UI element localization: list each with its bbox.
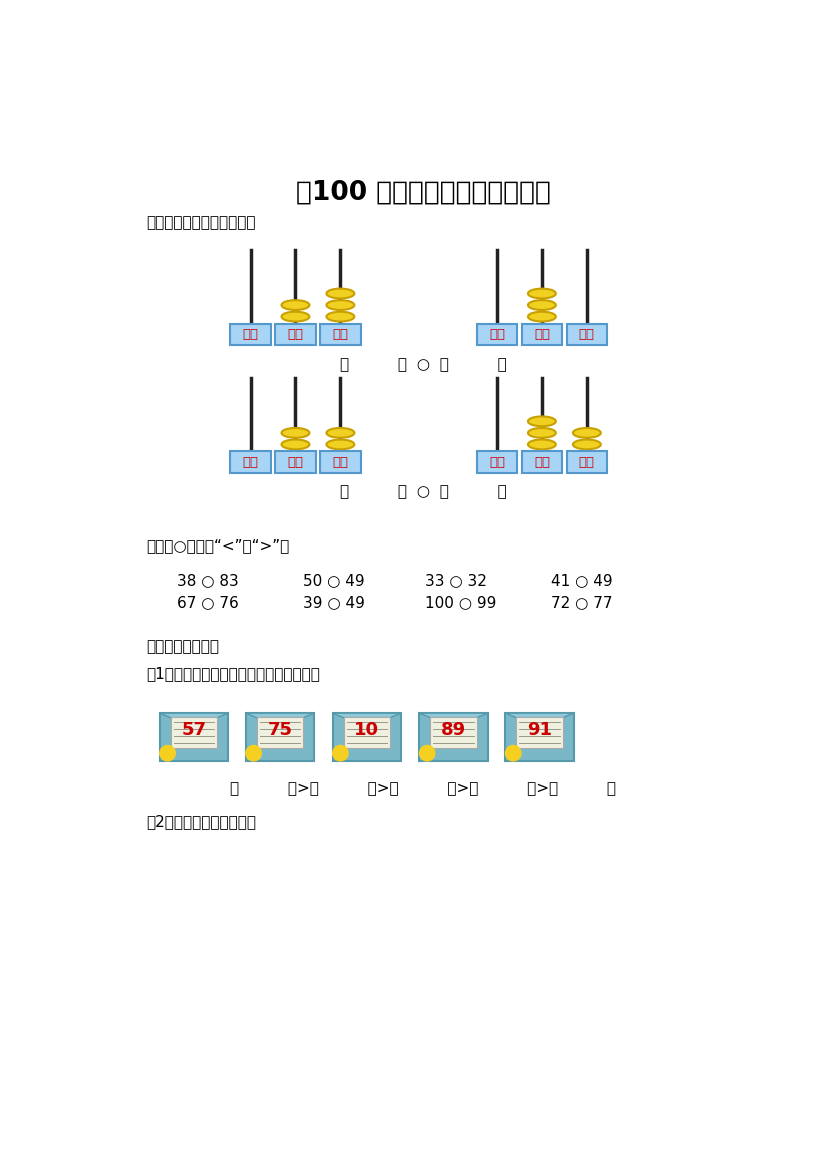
Text: 38 ○ 83: 38 ○ 83 <box>177 573 239 588</box>
Bar <box>171 717 217 747</box>
Ellipse shape <box>326 289 354 298</box>
Text: 41 ○ 49: 41 ○ 49 <box>551 573 613 588</box>
Ellipse shape <box>528 428 556 437</box>
Text: 72 ○ 77: 72 ○ 77 <box>551 595 613 610</box>
Bar <box>230 451 271 473</box>
Text: 三、按要求排队。: 三、按要求排队。 <box>146 639 219 655</box>
Text: （2）比比谁虫子吃的多。: （2）比比谁虫子吃的多。 <box>146 815 256 829</box>
Bar <box>159 713 228 761</box>
Ellipse shape <box>326 312 354 321</box>
Bar <box>230 324 271 345</box>
Bar <box>420 713 487 761</box>
Polygon shape <box>159 713 228 727</box>
Bar <box>275 451 316 473</box>
Circle shape <box>159 746 175 761</box>
Text: 个位: 个位 <box>332 327 349 341</box>
Bar <box>320 324 361 345</box>
Bar <box>333 713 401 761</box>
Text: 个位: 个位 <box>332 456 349 469</box>
Bar <box>246 713 314 761</box>
Bar <box>506 713 574 761</box>
Text: （1）把信件按从多到少的顺序排列起来。: （1）把信件按从多到少的顺序排列起来。 <box>146 666 320 682</box>
Polygon shape <box>246 713 314 727</box>
Ellipse shape <box>282 300 310 310</box>
Ellipse shape <box>282 312 310 321</box>
Text: 二、在○里填上“<”或“>”。: 二、在○里填上“<”或“>”。 <box>146 539 289 554</box>
Circle shape <box>333 746 348 761</box>
Text: 57: 57 <box>182 721 206 740</box>
Polygon shape <box>333 713 401 727</box>
Text: 个位: 个位 <box>579 327 595 341</box>
Text: 100 ○ 99: 100 ○ 99 <box>425 595 496 610</box>
Text: 33 ○ 32: 33 ○ 32 <box>425 573 487 588</box>
Ellipse shape <box>528 289 556 298</box>
Text: （          ）>（          ）>（          ）>（          ）>（          ）: （ ）>（ ）>（ ）>（ ）>（ ） <box>230 781 616 796</box>
Bar <box>522 324 562 345</box>
Ellipse shape <box>282 440 310 449</box>
Text: （          ）  ○  （          ）: （ ） ○ （ ） <box>340 357 506 372</box>
Text: 89: 89 <box>441 721 466 740</box>
Bar <box>477 324 517 345</box>
Ellipse shape <box>326 300 354 310</box>
Text: 一、先填数，再比较大小。: 一、先填数，再比较大小。 <box>146 215 255 230</box>
Text: 10: 10 <box>354 721 379 740</box>
Polygon shape <box>420 713 487 727</box>
Polygon shape <box>506 713 574 727</box>
Text: 百位: 百位 <box>489 327 505 341</box>
Text: 75: 75 <box>268 721 292 740</box>
Ellipse shape <box>528 440 556 449</box>
Text: 50 ○ 49: 50 ○ 49 <box>303 573 365 588</box>
Ellipse shape <box>528 312 556 321</box>
Text: 十位: 十位 <box>534 327 550 341</box>
Bar <box>257 717 303 747</box>
Bar <box>344 717 390 747</box>
Ellipse shape <box>573 428 601 437</box>
Ellipse shape <box>326 428 354 437</box>
Ellipse shape <box>282 428 310 437</box>
Text: 67 ○ 76: 67 ○ 76 <box>177 595 239 610</box>
Circle shape <box>246 746 261 761</box>
Text: （          ）  ○  （          ）: （ ） ○ （ ） <box>340 484 506 499</box>
Text: 十位: 十位 <box>287 456 303 469</box>
Ellipse shape <box>573 440 601 449</box>
Text: 百位: 百位 <box>243 456 259 469</box>
Bar <box>320 451 361 473</box>
Bar <box>477 451 517 473</box>
Bar <box>430 717 477 747</box>
Text: 91: 91 <box>527 721 552 740</box>
Bar <box>567 451 607 473</box>
Bar <box>516 717 563 747</box>
Bar <box>567 324 607 345</box>
Bar <box>522 451 562 473</box>
Text: 百位: 百位 <box>489 456 505 469</box>
Text: 十位: 十位 <box>287 327 303 341</box>
Ellipse shape <box>326 440 354 449</box>
Text: 个位: 个位 <box>579 456 595 469</box>
Bar <box>275 324 316 345</box>
Text: 百位: 百位 <box>243 327 259 341</box>
Ellipse shape <box>528 300 556 310</box>
Ellipse shape <box>528 416 556 427</box>
Text: 39 ○ 49: 39 ○ 49 <box>303 595 365 610</box>
Text: 《100 以内数的认识》同步测试: 《100 以内数的认识》同步测试 <box>296 180 551 206</box>
Text: 十位: 十位 <box>534 456 550 469</box>
Circle shape <box>420 746 435 761</box>
Circle shape <box>506 746 521 761</box>
